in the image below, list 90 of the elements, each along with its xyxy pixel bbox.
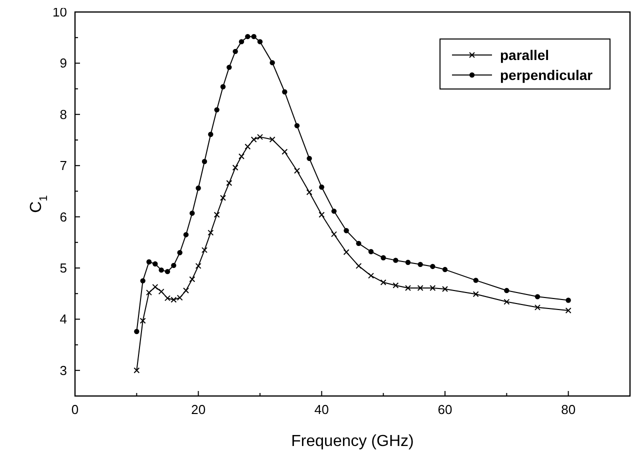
point: [356, 240, 362, 246]
point: [232, 164, 238, 171]
point: [282, 89, 288, 94]
point: [183, 232, 189, 238]
point: [331, 231, 337, 238]
point: [257, 39, 263, 44]
y-tick-label: 9: [60, 56, 67, 71]
point: [294, 168, 300, 174]
point: [140, 278, 146, 284]
y-tick-label: 7: [60, 158, 67, 174]
point: [134, 367, 140, 374]
point: [164, 268, 170, 274]
point: [282, 148, 288, 155]
point: [245, 34, 250, 40]
point: [226, 64, 232, 70]
point: [306, 189, 312, 196]
y-tick-label: 6: [60, 209, 67, 224]
point: [270, 60, 275, 66]
point: [319, 184, 324, 190]
point: [269, 136, 276, 142]
point: [565, 307, 572, 314]
y-tick-label: 5: [60, 260, 67, 276]
point: [534, 304, 540, 310]
point: [405, 260, 411, 265]
point: [306, 156, 312, 162]
point: [430, 264, 436, 270]
point: [214, 107, 220, 112]
point: [442, 266, 448, 272]
point: [442, 286, 448, 292]
point: [196, 186, 201, 191]
point: [380, 279, 386, 286]
point: [214, 212, 220, 218]
point: [244, 144, 251, 150]
point: [202, 158, 208, 164]
point: [380, 255, 386, 260]
point: [472, 291, 479, 298]
point: [368, 249, 374, 254]
point: [208, 132, 214, 137]
y-tick-label: 4: [60, 312, 67, 327]
point: [417, 284, 424, 291]
point: [392, 282, 399, 288]
legend-label: perpendicular: [500, 67, 594, 83]
point: [152, 261, 158, 267]
point: [152, 284, 158, 290]
point: [158, 288, 164, 295]
point: [226, 180, 232, 186]
point: [405, 284, 411, 291]
point: [140, 318, 146, 324]
x-tick-label: 40: [314, 402, 329, 417]
point: [220, 84, 226, 90]
point: [344, 228, 349, 234]
x-tick-label: 60: [438, 402, 452, 417]
point: [534, 294, 540, 300]
y-tick-label: 3: [60, 362, 67, 378]
x-tick-label: 0: [71, 402, 79, 417]
point: [566, 298, 571, 303]
y-tick-label: 8: [60, 106, 67, 122]
point: [146, 290, 152, 296]
point: [146, 259, 152, 264]
point: [251, 34, 256, 40]
point: [318, 212, 325, 218]
point: [393, 258, 398, 263]
point: [220, 194, 226, 201]
legend-label: parallel: [500, 47, 550, 63]
point: [418, 262, 423, 268]
point: [189, 276, 196, 282]
point: [171, 262, 176, 268]
point: [238, 39, 244, 44]
point: [331, 208, 337, 214]
point: [238, 153, 244, 160]
x-axis-title: Frequency (GHz): [291, 433, 414, 450]
point: [202, 247, 208, 254]
point: [504, 298, 510, 305]
point: [232, 48, 238, 54]
point: [368, 272, 374, 279]
point: [158, 267, 164, 273]
point: [473, 278, 478, 283]
point: [134, 328, 140, 334]
point: [356, 262, 362, 269]
point: [190, 210, 195, 216]
point: [343, 249, 350, 256]
point: [183, 288, 189, 294]
point: [294, 123, 300, 128]
point: [208, 230, 214, 236]
point: [177, 250, 182, 256]
point: [430, 284, 436, 291]
point: [504, 288, 510, 294]
x-tick-label: 20: [191, 402, 206, 417]
point: [195, 262, 202, 269]
x-tick-label: 80: [561, 402, 576, 417]
